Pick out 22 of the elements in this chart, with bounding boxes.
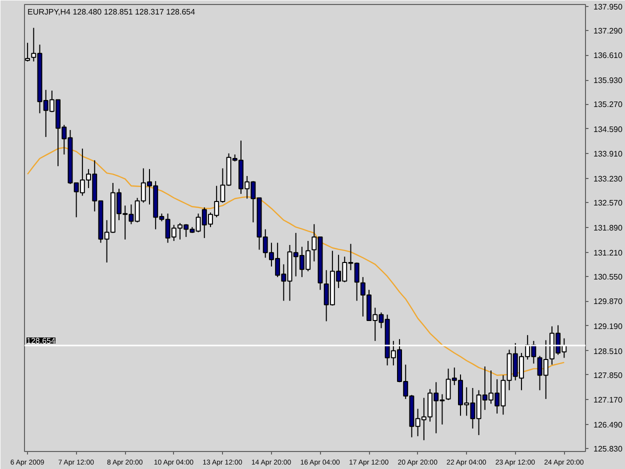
y-tick-label: 135.930 (594, 76, 623, 86)
candlestick (25, 42, 30, 62)
y-tick-label: 127.170 (594, 396, 623, 405)
y-tick-label: 130.550 (594, 272, 623, 282)
y-tick-label: 129.190 (594, 322, 623, 331)
ref-line-label: 128.654 (26, 336, 56, 346)
y-tick-label: 126.490 (594, 420, 623, 430)
y-tick-label: 127.850 (594, 370, 623, 380)
y-tick-label: 132.570 (594, 198, 623, 208)
y-tick-label: 129.870 (594, 297, 623, 306)
y-tick-label: 137.290 (594, 26, 623, 36)
y-tick-label: 133.910 (594, 150, 623, 159)
y-tick-label: 131.210 (594, 248, 623, 258)
y-tick-label: 135.270 (594, 100, 623, 110)
y-tick-label: 125.830 (594, 444, 623, 454)
y-tick-label: 133.230 (594, 174, 623, 184)
y-tick-label: 137.950 (594, 2, 623, 12)
y-tick-label: 128.510 (594, 346, 623, 356)
chart-title: EURJPY,H4 128.480 128.851 128.317 128.654 (28, 8, 196, 16)
y-tick-label: 131.890 (594, 223, 623, 232)
y-tick-label: 134.590 (594, 124, 623, 134)
y-tick-label: 136.610 (594, 51, 623, 60)
